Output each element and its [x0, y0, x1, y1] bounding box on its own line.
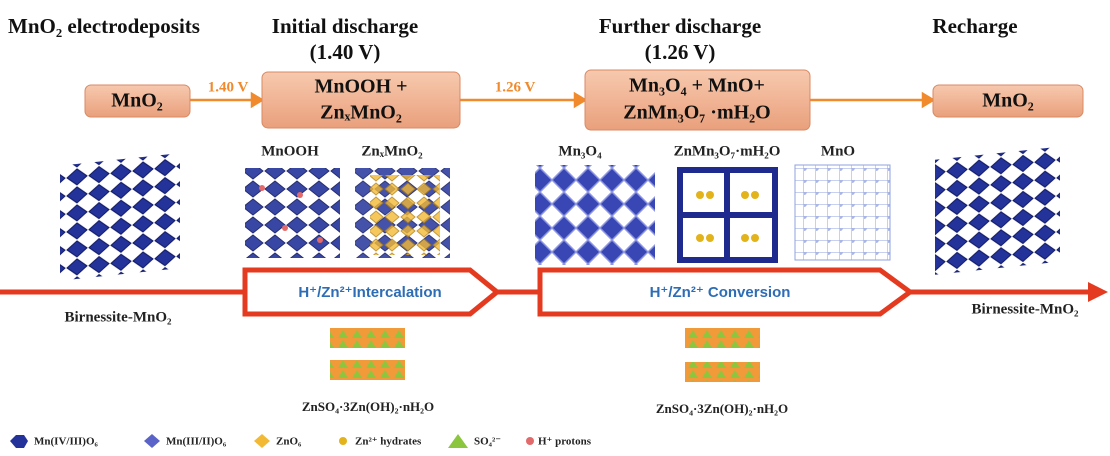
stage-subtitle: (1.40 V) [310, 40, 381, 64]
legend-label: SO₄²⁻ [474, 436, 501, 448]
legend-icon [448, 434, 468, 448]
stage-title: MnO₂ electrodeposits [8, 14, 200, 38]
legend-icon [10, 435, 28, 448]
legend-label: ZnO₆ [276, 436, 302, 448]
state-box [261, 71, 461, 129]
structure-label: Mn₃O₄ [558, 143, 602, 159]
structure-label: MnO [821, 143, 855, 159]
structure-label: ZnₓMnO₂ [361, 143, 423, 159]
voltage-label: 1.40 V [208, 79, 249, 95]
arrow-head [1088, 282, 1108, 302]
process-label: H⁺/Zn²⁺Intercalation [298, 284, 441, 301]
box-text: MnO₂ [111, 90, 163, 112]
voltage-label: 1.26 V [495, 79, 536, 95]
process-arrows [0, 267, 1100, 317]
flow-arrows [190, 91, 936, 109]
byproduct-art [330, 328, 760, 382]
byproduct-label: ZnSO₄·3Zn(OH)₂·nH₂O [302, 399, 434, 414]
box-text: MnO₂ [982, 90, 1034, 112]
box-text: ZnₓMnO₂ [320, 102, 402, 124]
stage-title: Recharge [932, 14, 1017, 38]
box-text: Mn₃O₄ + MnO+ [629, 75, 765, 97]
box-text: ZnMn₃O₇ ·mH₂O [623, 102, 770, 124]
legend-label: Zn²⁺ hydrates [355, 436, 422, 448]
legend-icon [526, 437, 534, 445]
legend-label: Mn(III/II)O₆ [166, 436, 227, 448]
structure-label: ZnMn₃O₇·mH₂O [674, 143, 781, 159]
legend-icon [254, 434, 270, 448]
stage-subtitle: (1.26 V) [645, 40, 716, 64]
byproduct-label: ZnSO₄·3Zn(OH)₂·nH₂O [656, 401, 788, 416]
state-box [84, 84, 191, 118]
structure-label: MnOOH [261, 143, 319, 159]
structures-art [60, 146, 1060, 281]
legend: Mn(IV/III)O₆ Mn(III/II)O₆ ZnO₆ Zn²⁺ hydr… [10, 434, 592, 448]
stage-title: Initial discharge [272, 14, 418, 38]
box-text: MnOOH + [314, 76, 407, 98]
state-box [584, 69, 811, 131]
process-label: H⁺/Zn²⁺ Conversion [650, 284, 791, 301]
legend-icon [339, 437, 347, 445]
stage-title: Further discharge [599, 14, 761, 38]
legend-icon [144, 434, 160, 448]
phase-label: Birnessite-MnO₂ [972, 301, 1079, 317]
phase-label: Birnessite-MnO₂ [65, 309, 172, 325]
legend-label: Mn(IV/III)O₆ [34, 436, 99, 448]
state-box [932, 84, 1084, 118]
legend-label: H⁺ protons [538, 436, 592, 448]
